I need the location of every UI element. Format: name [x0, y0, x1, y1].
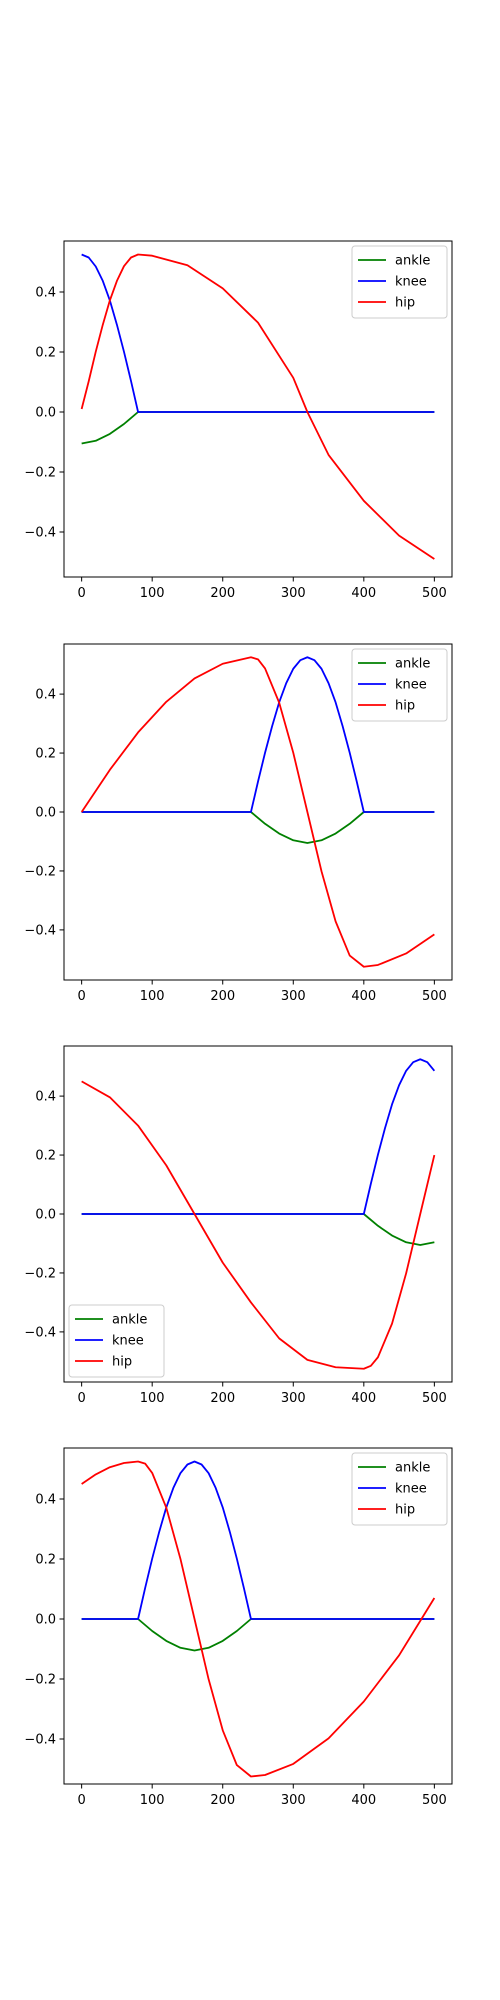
legend: ankle knee hip [351, 245, 448, 319]
series-line-ankle [81, 1618, 435, 1652]
y-tick-label: −0.2 [24, 1673, 56, 1688]
x-tick-label: 500 [422, 1391, 447, 1406]
y-tick-label: 0.4 [35, 688, 56, 703]
series-line-hip [81, 1080, 436, 1370]
y-tick-label: 0.2 [35, 1553, 56, 1568]
y-tick-label: 0.2 [35, 346, 56, 361]
legend-label-ankle: ankle [395, 1461, 430, 1476]
x-tick-label: 0 [77, 586, 85, 601]
x-tick-label: 100 [140, 1391, 165, 1406]
series-line-hip [80, 656, 435, 968]
legend-label-ankle: ankle [112, 1313, 147, 1328]
chart-panel-1: 0 100 200 300 400 500 −0.4 −0.2 0.0 0.2 0.4 ankle kn… [24, 240, 453, 601]
x-tick-label: 0 [77, 1391, 85, 1406]
y-tick-label: 0.0 [35, 406, 56, 421]
x-tick-label: 400 [351, 586, 376, 601]
legend-label-ankle: ankle [395, 254, 430, 269]
series-line-knee [81, 253, 435, 413]
y-tick-label: −0.4 [24, 923, 56, 938]
series-line-hip [80, 253, 435, 560]
y-tick-label: −0.4 [24, 1733, 56, 1748]
x-tick-label: 200 [210, 586, 235, 601]
x-tick-label: 300 [281, 586, 306, 601]
y-tick-label: 0.2 [35, 1149, 56, 1164]
x-tick-label: 500 [422, 1793, 447, 1808]
y-tick-label: 0.4 [35, 1493, 56, 1508]
x-tick-label: 300 [281, 989, 306, 1004]
y-tick-label: −0.2 [24, 864, 56, 879]
x-tick-label: 400 [351, 1793, 376, 1808]
y-tick-label: 0.0 [35, 806, 56, 821]
series-line-knee [81, 1460, 435, 1620]
y-tick-label: −0.2 [24, 466, 56, 481]
x-tick-label: 200 [210, 1793, 235, 1808]
legend: ankle knee hip [351, 1452, 448, 1526]
y-tick-label: −0.2 [24, 1266, 56, 1281]
legend-label-knee: knee [395, 1482, 427, 1497]
y-tick-label: −0.4 [24, 1325, 56, 1340]
x-tick-label: 300 [281, 1793, 306, 1808]
x-tick-label: 100 [140, 1793, 165, 1808]
x-tick-label: 200 [210, 1391, 235, 1406]
legend-label-knee: knee [112, 1334, 144, 1349]
chart-panel-4: 0 100 200 300 400 500 −0.4 −0.2 0.0 0.2 0.4 ankle kn… [24, 1447, 453, 1808]
x-tick-label: 400 [351, 989, 376, 1004]
y-tick-label: 0.4 [35, 1090, 56, 1105]
series-line-ankle [81, 811, 435, 844]
legend-label-hip: hip [395, 296, 415, 311]
legend-label-hip: hip [112, 1355, 132, 1370]
series-line-knee [81, 1058, 436, 1215]
legend-label-hip: hip [395, 699, 415, 714]
x-tick-label: 100 [140, 989, 165, 1004]
series-line-knee [81, 656, 435, 813]
x-tick-label: 300 [281, 1391, 306, 1406]
y-tick-label: 0.4 [35, 286, 56, 301]
chart-panel-3: 0 100 200 300 400 500 −0.4 −0.2 0.0 0.2 0.4 ankle kn… [24, 1045, 453, 1406]
series-line-ankle [81, 1213, 435, 1246]
x-tick-label: 0 [77, 1793, 85, 1808]
series-line-ankle [81, 411, 435, 445]
x-tick-label: 400 [351, 1391, 376, 1406]
chart-panel-2: 0 100 200 300 400 500 −0.4 −0.2 0.0 0.2 0.4 ankle kn… [24, 643, 453, 1004]
x-tick-label: 500 [422, 586, 447, 601]
x-tick-label: 100 [140, 586, 165, 601]
y-tick-label: 0.0 [35, 1613, 56, 1628]
legend-label-hip: hip [395, 1503, 415, 1518]
axes-frame [63, 240, 453, 578]
axes-frame [63, 1447, 453, 1785]
y-tick-label: 0.0 [35, 1208, 56, 1223]
series-line-hip [81, 1460, 436, 1778]
legend-label-ankle: ankle [395, 657, 430, 672]
legend-box [351, 648, 448, 722]
y-tick-label: −0.4 [24, 526, 56, 541]
legend: ankle knee hip [68, 1304, 165, 1378]
legend-label-knee: knee [395, 678, 427, 693]
y-tick-label: 0.2 [35, 747, 56, 762]
legend-label-knee: knee [395, 275, 427, 290]
x-tick-label: 200 [210, 989, 235, 1004]
x-tick-label: 500 [422, 989, 447, 1004]
legend-box [351, 1452, 448, 1526]
legend: ankle knee hip [351, 648, 448, 722]
x-tick-label: 0 [77, 989, 85, 1004]
legend-box [351, 245, 448, 319]
legend-box [68, 1304, 165, 1378]
